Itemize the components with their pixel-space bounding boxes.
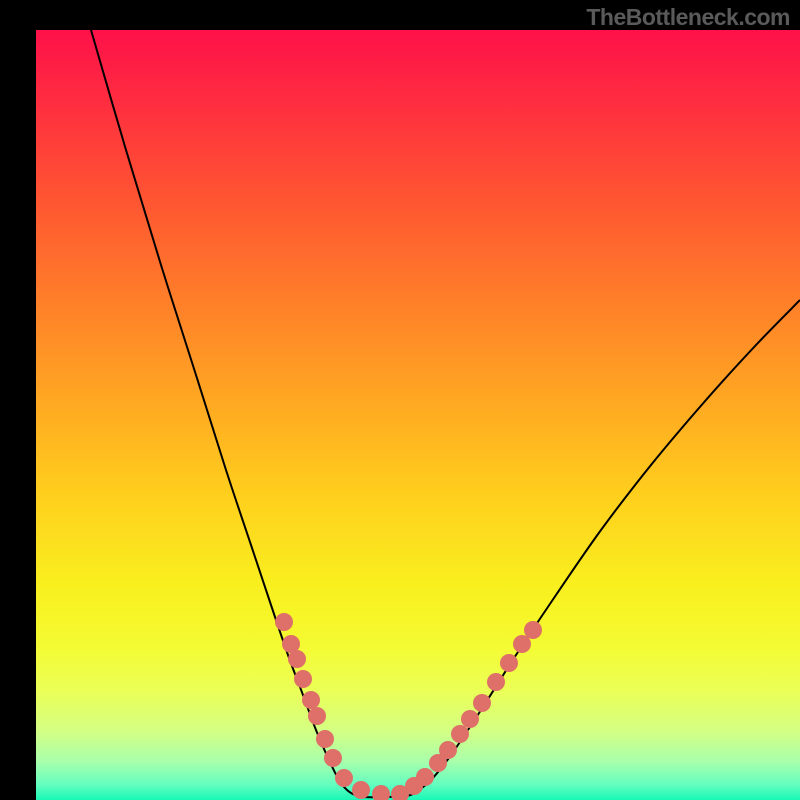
data-marker [372, 785, 390, 800]
data-marker [302, 691, 320, 709]
curve-layer [36, 30, 800, 800]
data-marker [524, 621, 542, 639]
data-marker [275, 613, 293, 631]
data-marker [335, 769, 353, 787]
data-marker [513, 635, 531, 653]
data-marker [308, 707, 326, 725]
data-marker [416, 768, 434, 786]
data-marker [288, 650, 306, 668]
marker-group [275, 613, 542, 800]
data-marker [487, 673, 505, 691]
data-marker [294, 670, 312, 688]
data-marker [473, 694, 491, 712]
data-marker [451, 725, 469, 743]
data-marker [439, 741, 457, 759]
watermark-text: TheBottleneck.com [586, 4, 790, 31]
data-marker [352, 781, 370, 799]
data-marker [324, 749, 342, 767]
data-marker [316, 730, 334, 748]
data-marker [500, 654, 518, 672]
chart-container: TheBottleneck.com [0, 0, 800, 800]
v-curve-path [91, 30, 800, 797]
plot-area [36, 30, 800, 800]
data-marker [461, 710, 479, 728]
